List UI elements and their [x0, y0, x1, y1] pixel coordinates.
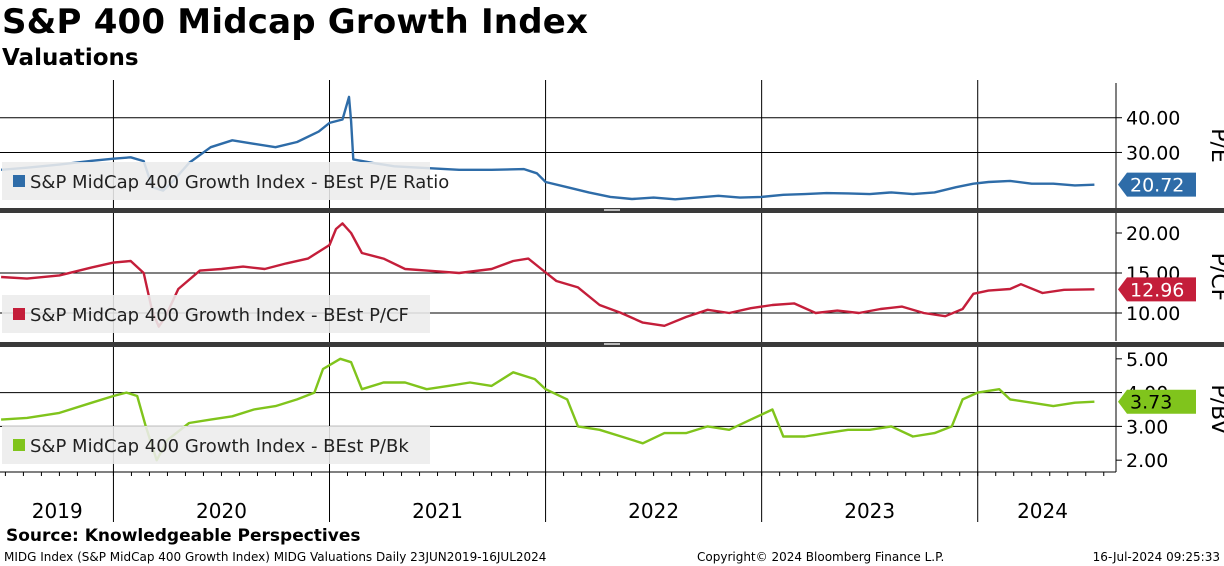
badge-shape — [1118, 389, 1196, 414]
y-tick-label: 20.00 — [1126, 223, 1180, 245]
badge-shape — [1118, 277, 1196, 302]
footer-copyright: Copyright© 2024 Bloomberg Finance L.P. — [697, 550, 945, 564]
separator-grip — [604, 343, 620, 345]
x-tick-label: 2021 — [412, 499, 463, 523]
x-tick-label: 2020 — [196, 499, 247, 523]
x-tick-label: 2023 — [844, 499, 895, 523]
footer-timestamp: 16-Jul-2024 09:25:33 — [1092, 550, 1220, 564]
legend-swatch — [13, 308, 25, 320]
y-tick-label: 40.00 — [1126, 108, 1180, 130]
badge-shape — [1118, 172, 1196, 197]
x-tick-label: 2024 — [1017, 499, 1068, 523]
footer-description: MIDG Index (S&P MidCap 400 Growth Index)… — [4, 550, 547, 564]
chart-area: S&P MidCap 400 Growth Index - BEst P/E R… — [0, 80, 1224, 523]
last-value-badge-top: 20.72 — [1118, 172, 1196, 197]
y-tick-label: 2.00 — [1126, 450, 1168, 472]
chart-subtitle: Valuations — [2, 45, 139, 71]
y-tick-label: 3.00 — [1126, 416, 1168, 438]
legend-background — [2, 295, 430, 333]
y-axis-title: P/CF — [1206, 253, 1224, 302]
y-tick-label: 10.00 — [1126, 303, 1180, 325]
legend-swatch — [13, 439, 25, 451]
legend-label: S&P MidCap 400 Growth Index - BEst P/E R… — [30, 172, 449, 193]
legend-middle: S&P MidCap 400 Growth Index - BEst P/CF — [2, 295, 430, 333]
y-axis-title: P/E — [1206, 128, 1224, 163]
legend-top: S&P MidCap 400 Growth Index - BEst P/E R… — [2, 162, 449, 200]
legend-label: S&P MidCap 400 Growth Index - BEst P/CF — [30, 305, 409, 326]
separator-grip — [604, 209, 620, 211]
legend-label: S&P MidCap 400 Growth Index - BEst P/Bk — [30, 436, 409, 457]
legend-swatch — [13, 175, 25, 187]
chart-title: S&P 400 Midcap Growth Index — [2, 2, 589, 42]
legend-background — [2, 162, 430, 200]
y-axis-title: P/BV — [1206, 384, 1224, 434]
last-value-badge-bottom: 3.73 — [1118, 389, 1196, 414]
last-value-badge-middle: 12.96 — [1118, 277, 1196, 302]
legend-background — [2, 426, 430, 464]
y-tick-label: 5.00 — [1126, 349, 1168, 371]
source-note: Source: Knowledgeable Perspectives — [6, 526, 361, 546]
legend-bottom: S&P MidCap 400 Growth Index - BEst P/Bk — [2, 426, 430, 464]
last-value-label: 3.73 — [1130, 392, 1172, 414]
last-value-label: 20.72 — [1130, 175, 1184, 197]
y-tick-label: 30.00 — [1126, 142, 1180, 164]
last-value-label: 12.96 — [1130, 279, 1184, 301]
x-tick-label: 2022 — [628, 499, 679, 523]
x-tick-label: 2019 — [32, 499, 83, 523]
